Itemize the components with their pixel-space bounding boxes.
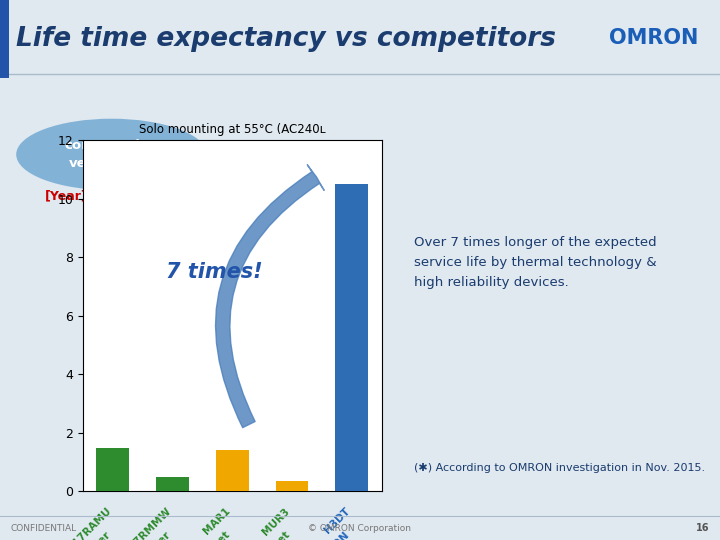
Text: Crouzet: Crouzet [193,529,232,540]
Text: H3DT: H3DT [322,506,352,536]
Text: Schneider: Schneider [64,529,113,540]
Text: (✱) According to OMRON investigation in Nov. 2015.: (✱) According to OMRON investigation in … [414,463,705,474]
Bar [336,184,368,491]
Text: verification: verification [68,157,155,170]
Text: Crouzet: Crouzet [253,529,292,540]
Text: Life time expectancy vs competitors: Life time expectancy vs competitors [16,26,556,52]
Text: MUR3: MUR3 [261,506,292,537]
Text: MAR1: MAR1 [202,506,232,537]
Text: OMRON: OMRON [609,28,698,48]
Bar [96,448,129,491]
Text: 7 times!: 7 times! [166,262,263,282]
Text: Schneider: Schneider [124,529,173,540]
Bar [156,477,189,491]
Text: 16: 16 [696,523,709,534]
Ellipse shape [16,119,207,190]
Bar [216,450,248,491]
Text: RE17RMMW: RE17RMMW [116,506,173,540]
Text: CONFIDENTIAL: CONFIDENTIAL [11,524,77,533]
Text: Over 7 times longer of the expected
service life by thermal technology &
high re: Over 7 times longer of the expected serv… [414,237,657,289]
Text: RE17RAMU: RE17RAMU [60,506,113,540]
Bar [0,0,9,78]
Text: OMRON: OMRON [313,529,352,540]
Bar [276,481,308,491]
Title: Solo mounting at 55°C (AC240ʟ: Solo mounting at 55°C (AC240ʟ [139,124,325,137]
Text: [Year]: [Year] [45,190,87,202]
Text: © OMRON Corporation: © OMRON Corporation [308,524,412,533]
Text: comparative: comparative [65,139,158,152]
FancyArrowPatch shape [215,165,324,428]
